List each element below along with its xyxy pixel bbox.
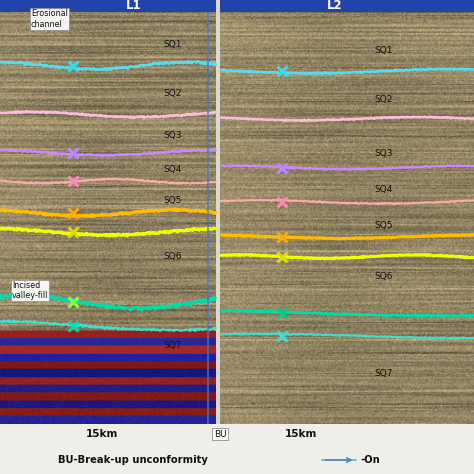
Text: SQ7: SQ7 <box>164 341 182 350</box>
Text: Incised
valley-fill: Incised valley-fill <box>12 281 48 301</box>
Text: SQ7: SQ7 <box>374 369 393 378</box>
Text: SQ5: SQ5 <box>374 221 393 230</box>
Text: Erosional
channel: Erosional channel <box>31 9 68 29</box>
Text: L1: L1 <box>126 0 142 12</box>
Text: SQ5: SQ5 <box>164 196 182 205</box>
Text: SQ2: SQ2 <box>374 95 393 104</box>
Text: L2: L2 <box>327 0 342 12</box>
Text: SQ3: SQ3 <box>374 149 393 158</box>
Text: SQ4: SQ4 <box>374 185 393 194</box>
Text: SQ2: SQ2 <box>164 89 182 98</box>
Bar <box>216 0 220 424</box>
Text: SQ1: SQ1 <box>164 40 182 49</box>
Bar <box>0 0 216 12</box>
Text: SQ4: SQ4 <box>164 165 182 174</box>
Text: 15km: 15km <box>86 429 118 439</box>
Text: SQ6: SQ6 <box>164 252 182 261</box>
Text: 15km: 15km <box>285 429 317 439</box>
Text: SQ6: SQ6 <box>374 272 393 281</box>
Text: SQ3: SQ3 <box>164 131 182 140</box>
Text: BU-Break-up unconformity: BU-Break-up unconformity <box>58 455 208 465</box>
Text: -On: -On <box>360 455 380 465</box>
Bar <box>220 0 474 12</box>
Text: SQ1: SQ1 <box>374 46 393 55</box>
Text: BU: BU <box>214 430 227 438</box>
